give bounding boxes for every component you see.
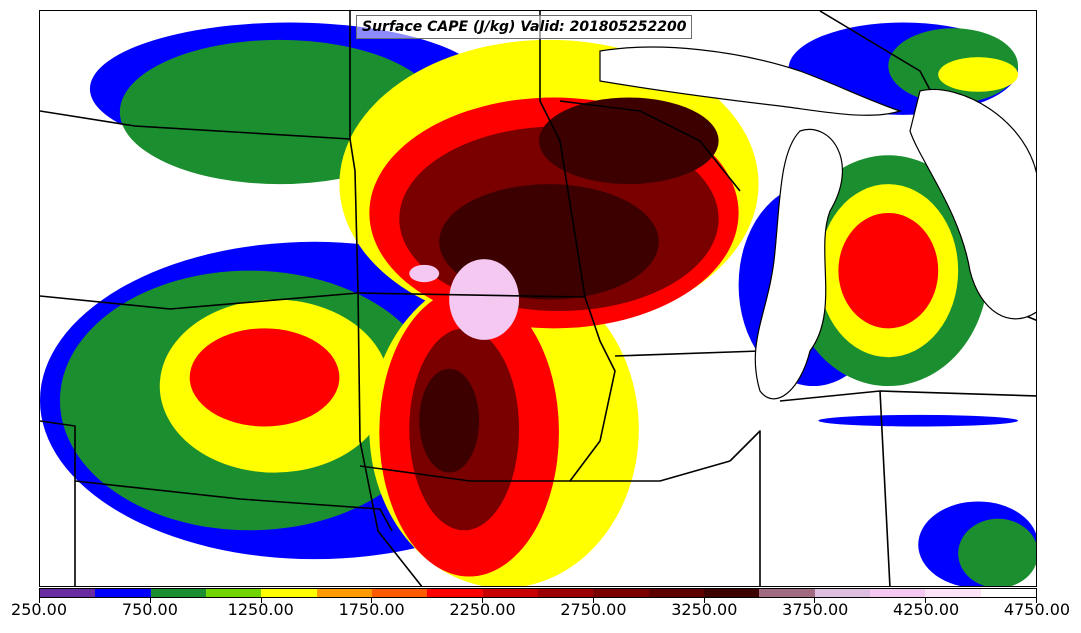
colorbar-swatch	[205, 589, 262, 597]
boundary-line	[40, 110, 351, 140]
colorbar-tick	[925, 598, 926, 603]
colorbar-swatch	[261, 589, 317, 597]
colorbar-tick-label: 750.00	[121, 600, 178, 619]
colorbar-tick-label: 2250.00	[449, 600, 516, 619]
lake-michigan	[754, 128, 843, 400]
boundary-line	[779, 390, 1036, 402]
colorbar-tick	[371, 598, 372, 603]
colorbar-swatch	[980, 589, 1036, 597]
colorbar-swatch	[925, 589, 981, 597]
cape-region	[449, 259, 520, 340]
colorbar-swatch	[482, 589, 538, 597]
colorbar-tick	[482, 598, 483, 603]
colorbar-tick-label: 1750.00	[338, 600, 405, 619]
cape-region	[539, 97, 719, 185]
colorbar-ticks	[39, 598, 1037, 604]
boundary-line	[74, 480, 393, 532]
boundary-line	[729, 430, 761, 586]
boundary-line	[614, 350, 761, 357]
colorbar-tick	[593, 598, 594, 603]
colorbar-tick	[814, 598, 815, 603]
colorbar-swatch	[648, 589, 704, 597]
colorbar-tick-label: 2750.00	[560, 600, 627, 619]
colorbar	[39, 588, 1037, 598]
colorbar-tick-label: 4750.00	[1003, 600, 1071, 619]
colorbar-swatch	[316, 589, 372, 597]
lake-huron	[909, 89, 1036, 320]
colorbar-swatch	[869, 589, 926, 597]
colorbar-tick	[261, 598, 262, 603]
cape-region	[818, 414, 1019, 427]
cape-region	[409, 264, 440, 283]
colorbar-tick-label: 250.00	[11, 600, 67, 619]
colorbar-swatch	[759, 589, 815, 597]
cape-contour-fill	[40, 22, 1036, 586]
lake-superior	[599, 46, 902, 116]
colorbar-tick-label: 3250.00	[671, 600, 738, 619]
cape-region	[189, 328, 340, 427]
boundary-line	[569, 296, 616, 482]
colorbar-swatch	[593, 589, 649, 597]
colorbar-tick	[1036, 598, 1037, 603]
boundary-line	[559, 100, 741, 192]
colorbar-swatch	[150, 589, 206, 597]
boundary-line	[539, 11, 586, 298]
map-title: Surface CAPE (J/kg) Valid: 201805252200	[356, 15, 693, 39]
colorbar-labels: 250.00 750.00 1250.00 1750.00 2250.00 2750.00…	[0, 600, 1081, 624]
colorbar-swatch	[703, 589, 760, 597]
colorbar-swatch	[427, 589, 483, 597]
boundary-line	[40, 292, 586, 310]
colorbar-tick	[150, 598, 151, 603]
boundary-line	[359, 460, 731, 482]
colorbar-swatch	[95, 589, 151, 597]
lake-coastlines	[599, 46, 1036, 400]
map-panel	[39, 10, 1037, 587]
boundary-line	[349, 11, 423, 586]
cape-region	[838, 212, 939, 329]
colorbar-swatch	[40, 589, 96, 597]
cape-map	[40, 11, 1036, 586]
cape-region	[938, 57, 1019, 92]
colorbar-tick-label: 1250.00	[227, 600, 294, 619]
colorbar-swatch	[371, 589, 428, 597]
cape-region	[419, 368, 480, 473]
colorbar-tick	[39, 598, 40, 603]
colorbar-swatch	[537, 589, 594, 597]
colorbar-tick-label: 4250.00	[893, 600, 960, 619]
colorbar-tick	[704, 598, 705, 603]
boundary-line	[40, 420, 76, 586]
colorbar-swatch	[814, 589, 870, 597]
colorbar-tick-label: 3750.00	[782, 600, 849, 619]
cape-region	[958, 518, 1036, 586]
boundary-line	[879, 390, 891, 586]
